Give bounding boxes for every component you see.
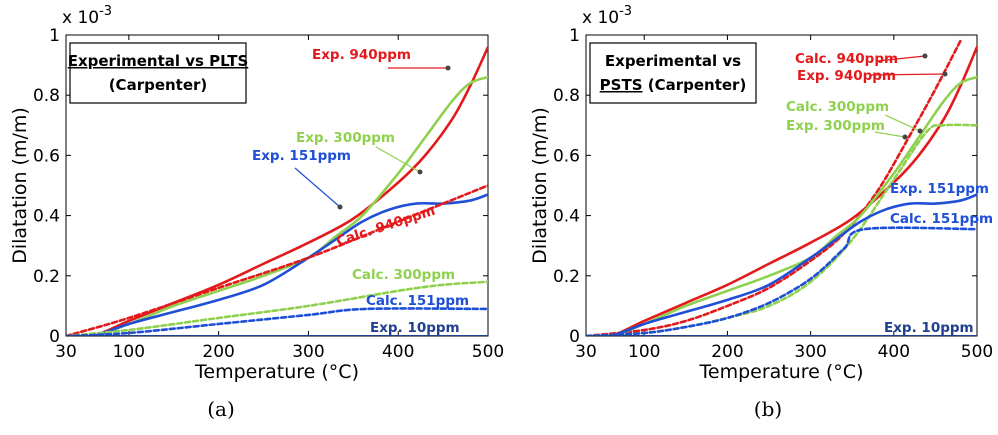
x-tick-label: 200 — [711, 342, 743, 362]
series-line-calc-151ppm — [66, 307, 488, 336]
y-multiplier: x 10-3 — [582, 4, 632, 28]
series-label-exp-10ppm: Exp. 10ppm — [370, 320, 460, 336]
title-text: (Carpenter) — [643, 76, 747, 94]
series-label-calc-300ppm: Calc. 300ppm — [352, 267, 455, 283]
leader-dot — [902, 134, 908, 140]
leader-dot — [417, 169, 423, 175]
series-label-calc-940ppm: Calc. 940ppm — [795, 51, 898, 67]
y-multiplier-exponent: -3 — [99, 4, 112, 19]
x-axis-label: Temperature (°C) — [194, 361, 359, 383]
x-tick-label: 200 — [202, 342, 234, 362]
x-tick-label: 30 — [55, 342, 77, 362]
title-line-1: Experimental vs — [605, 52, 741, 70]
y-tick-label: 0.4 — [553, 207, 580, 227]
y-multiplier: x 10-3 — [62, 4, 112, 28]
panel-caption: (b) — [754, 397, 782, 421]
panel-caption: (a) — [207, 397, 235, 421]
series-label-exp-151ppm: Exp. 151ppm — [252, 148, 351, 164]
y-tick-label: 0 — [49, 327, 60, 347]
y-tick-label: 1 — [569, 26, 580, 46]
series-line-calc-300ppm — [66, 280, 488, 336]
title-text-underlined: PSTS — [600, 76, 643, 94]
series-label-exp-940ppm: Exp. 940ppm — [312, 47, 411, 63]
chart-panel-2: 30 100 200 300 400 500 0 0.2 0.4 0.6 0.8 1x 10-3 Tem… — [529, 4, 993, 421]
y-tick-label: 0.6 — [553, 146, 580, 166]
title-line-2: PSTS (Carpenter) — [600, 76, 747, 94]
leader-dot — [922, 53, 928, 59]
y-tick-label: 0.2 — [553, 267, 580, 287]
title-box — [69, 42, 247, 104]
y-tick-label: 0.4 — [33, 207, 60, 227]
x-tick-label: 400 — [878, 342, 910, 362]
leader-line-exp-151ppm — [294, 167, 341, 208]
leader-dot — [917, 128, 923, 134]
series-line-exp-940ppm — [586, 45, 977, 336]
x-tick-label: 30 — [575, 342, 597, 362]
chart-panel-1: 30 100 200 300 400 500 0 0.2 0.4 0.6 0.8 1x 10-3 Tem… — [9, 4, 504, 421]
series-label-calc-151ppm: Calc. 151ppm — [890, 211, 993, 227]
series-line-exp-940ppm — [66, 45, 488, 336]
series-label-exp-300ppm: Exp. 300ppm — [296, 130, 395, 146]
x-tick-label: 100 — [628, 342, 660, 362]
x-tick-label: 100 — [113, 342, 145, 362]
series-label-calc-300ppm: Calc. 300ppm — [786, 99, 889, 115]
leader-dot — [337, 204, 343, 210]
series-label-calc-151ppm: Calc. 151ppm — [366, 293, 469, 309]
series-line-calc-151ppm — [586, 226, 977, 336]
title-box — [589, 42, 757, 104]
x-tick-label: 400 — [382, 342, 414, 362]
series-line-calc-940ppm — [66, 184, 488, 336]
series-label-exp-10ppm: Exp. 10ppm — [884, 320, 974, 336]
leader-line-exp-300ppm — [874, 131, 906, 138]
title-line-2: (Carpenter) — [109, 76, 208, 94]
y-tick-label: 0.8 — [553, 86, 580, 106]
series-label-exp-940ppm: Exp. 940ppm — [797, 68, 896, 84]
leader-line-calc-940ppm — [876, 55, 926, 62]
series-label-exp-151ppm: Exp. 151ppm — [890, 181, 989, 197]
series-lines — [66, 45, 488, 336]
y-tick-label: 1 — [49, 26, 60, 46]
series-line-calc-940ppm — [586, 39, 962, 336]
series-label-exp-300ppm: Exp. 300ppm — [786, 118, 885, 134]
leader-dot — [942, 71, 948, 77]
series-lines — [586, 39, 977, 336]
leader-dot — [445, 65, 451, 71]
leader-line-calc-300ppm — [884, 114, 921, 132]
y-tick-label: 0.8 — [33, 86, 60, 106]
y-multiplier-exponent: -3 — [619, 4, 632, 19]
x-tick-label: 500 — [961, 342, 993, 362]
x-axis-label: Temperature (°C) — [699, 361, 864, 383]
leader-line-exp-300ppm — [375, 146, 421, 173]
series-line-exp-151ppm — [586, 193, 977, 336]
y-tick-label: 0.6 — [33, 146, 60, 166]
y-axis-label: Dilatation (m/m) — [529, 107, 551, 264]
leader-line-exp-940ppm — [869, 73, 946, 76]
y-tick-label: 0 — [569, 327, 580, 347]
y-tick-label: 0.2 — [33, 267, 60, 287]
x-tick-label: 300 — [794, 342, 826, 362]
y-axis-label: Dilatation (m/m) — [9, 107, 31, 264]
title-line-1: Experimental vs PLTS — [68, 52, 249, 70]
title-text-underlined: Experimental vs PLTS — [68, 52, 249, 70]
x-tick-label: 300 — [292, 342, 324, 362]
x-tick-label: 500 — [472, 342, 504, 362]
